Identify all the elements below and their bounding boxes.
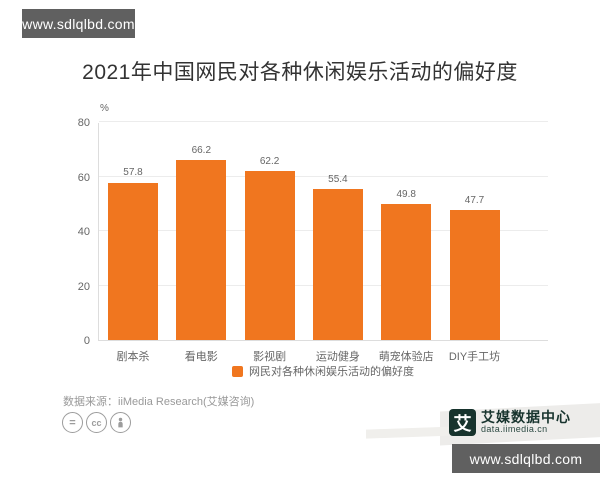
gridline	[99, 175, 548, 177]
bar-value-label: 62.2	[259, 155, 280, 167]
y-tick-label: 80	[77, 117, 90, 129]
x-tick-label: 看电影	[184, 351, 218, 363]
x-tick-label: 萌宠体验店	[378, 351, 434, 363]
bar-value-label: 66.2	[191, 144, 212, 156]
legend-marker-icon	[232, 365, 243, 377]
bar-value-label: 49.8	[396, 189, 416, 201]
bar	[176, 159, 227, 340]
brand-url: data.iimedia.cn	[481, 424, 548, 435]
y-axis: 0 20 40 60 80	[58, 117, 94, 347]
y-axis-unit-label: %	[100, 103, 109, 114]
equals-icon: =	[62, 412, 83, 433]
watermark-top-text: www.sdlqlbd.com	[22, 15, 135, 32]
x-tick-label: DIY手工坊	[448, 351, 501, 363]
brand-name: 艾媒数据中心	[481, 409, 571, 426]
gridline	[99, 121, 548, 122]
y-tick-label: 60	[77, 171, 90, 184]
license-icons: = cc	[62, 412, 131, 433]
watermark-badge-bottom: www.sdlqlbd.com	[452, 444, 600, 473]
brand-logo-icon: 艾	[449, 409, 476, 436]
bar	[312, 189, 363, 340]
bar	[108, 182, 158, 340]
watermark-badge-top: www.sdlqlbd.com	[22, 9, 135, 38]
bar-value-label: 55.4	[328, 174, 348, 186]
x-tick-label: 剧本杀	[116, 351, 150, 363]
x-tick-label: 影视剧	[253, 351, 287, 363]
y-tick-label: 0	[83, 335, 90, 347]
brand-logo: 艾 艾媒数据中心 data.iimedia.cn	[449, 409, 571, 436]
bar	[381, 204, 432, 340]
watermark-bottom-text: www.sdlqlbd.com	[469, 450, 583, 467]
y-tick-label: 40	[77, 226, 90, 238]
person-icon	[110, 412, 131, 433]
data-source-text: 数据来源：iiMedia Research(艾媒咨询)	[63, 396, 255, 408]
chart-title: 2021年中国网民对各种休闲娱乐活动的偏好度	[82, 61, 518, 84]
legend-label: 网民对各种休闲娱乐活动的偏好度	[249, 366, 414, 378]
x-tick-label: 运动健身	[315, 351, 360, 363]
legend: 网民对各种休闲娱乐活动的偏好度	[98, 363, 548, 379]
bar	[244, 170, 295, 340]
cc-icon: cc	[86, 412, 107, 433]
y-tick-label: 20	[77, 280, 90, 293]
plot-area: 57.8 剧本杀 66.2 看电影 62.2 影视剧 55.4 运动健身 49.8 萌宠体验店 47…	[98, 121, 548, 363]
bar	[449, 210, 500, 340]
bar-value-label: 47.7	[464, 195, 485, 207]
brand-text: 艾媒数据中心 data.iimedia.cn	[481, 410, 571, 434]
bar-value-label: 57.8	[123, 167, 143, 179]
